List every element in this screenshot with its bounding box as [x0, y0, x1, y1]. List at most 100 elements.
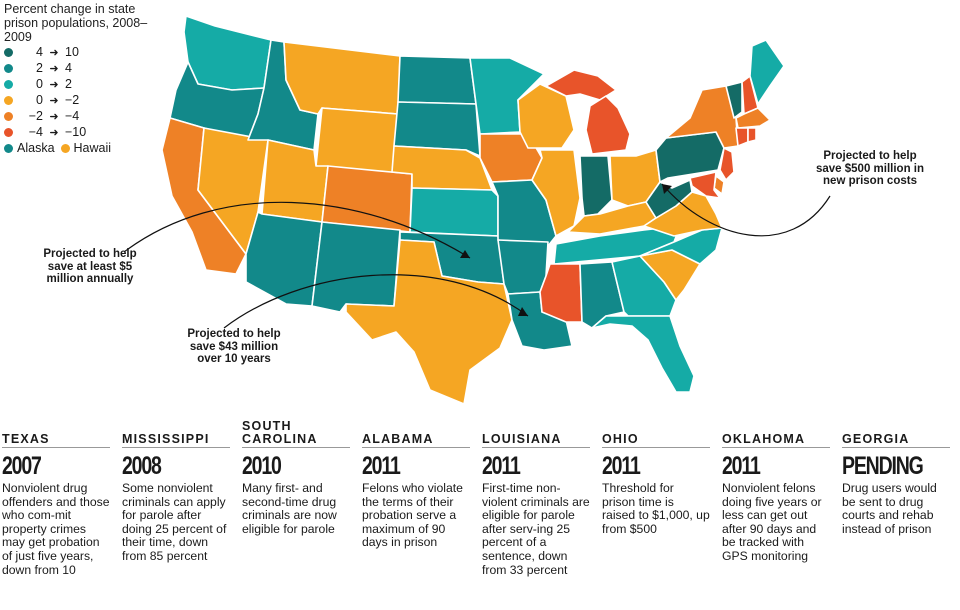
state-illinois	[531, 149, 581, 237]
policy-south-carolina: SOUTH CAROLINA 2010 Many first- and seco…	[242, 420, 350, 536]
policy-texas: TEXAS 2007 Nonviolent drug offenders and…	[2, 420, 110, 577]
northeast-callout-arrow	[661, 183, 831, 237]
arrow-right-icon: ➜	[49, 126, 59, 139]
legend-row: −2 ➜ −4	[4, 108, 154, 124]
legend-range-end: 10	[65, 45, 79, 59]
state-north-carolina	[639, 227, 723, 265]
state-maryland	[689, 171, 721, 199]
state-kansas	[409, 187, 499, 237]
state-vermont	[725, 81, 743, 119]
state-kentucky	[567, 201, 657, 235]
state-washington	[183, 15, 272, 91]
policy-louisiana: LOUISIANA 2011 First-time non-violent cr…	[482, 420, 590, 577]
hawaii-label: Hawaii	[73, 141, 112, 155]
state-mississippi	[539, 263, 583, 323]
legend-swatch	[4, 95, 13, 105]
arrow-right-icon: ➜	[49, 78, 59, 91]
state-michigan-upper	[545, 69, 617, 101]
policy-description: Many first- and second-time drug crimina…	[242, 481, 337, 536]
alaska-swatch	[4, 143, 13, 153]
policy-year: 2011	[722, 452, 761, 480]
northeast-arrowhead	[662, 184, 672, 194]
state-wisconsin	[517, 83, 575, 149]
policy-description: Felons who violate the terms of their pr…	[362, 481, 463, 550]
policy-description: Some nonviolent criminals can apply for …	[122, 481, 227, 563]
policy-year: 2007	[2, 452, 42, 480]
alaska-label: Alaska	[17, 141, 55, 155]
legend-row: 0 ➜ 2	[4, 76, 154, 92]
hawaii-swatch	[60, 143, 70, 153]
policy-alabama: ALABAMA 2011 Felons who violate the term…	[362, 420, 470, 550]
state-north-dakota	[397, 55, 477, 105]
state-new-mexico	[311, 221, 401, 313]
policy-state-name: SOUTH CAROLINA	[242, 420, 350, 448]
state-arkansas	[497, 239, 549, 295]
state-montana	[283, 41, 401, 115]
policy-georgia: GEORGIA PENDING Drug users would be sent…	[842, 420, 950, 536]
policy-timeline: TEXAS 2007 Nonviolent drug offenders and…	[0, 420, 960, 610]
legend-range-start: 0	[36, 93, 43, 107]
policy-year: 2011	[602, 452, 641, 480]
policy-year: 2011	[482, 452, 521, 480]
legend-row: 4 ➜ 10	[4, 44, 154, 60]
policy-ohio: OHIO 2011 Threshold for prison time is r…	[602, 420, 710, 536]
policy-year: 2011	[362, 452, 401, 480]
legend-swatch	[4, 63, 13, 73]
policy-mississippi: MISSISSIPPI 2008 Some nonviolent crimina…	[122, 420, 230, 564]
legend-alaska-hawaii: Alaska Hawaii	[4, 141, 154, 155]
legend-row: 2 ➜ 4	[4, 60, 154, 76]
policy-state-name: TEXAS	[2, 420, 110, 448]
policy-state-name: LOUISIANA	[482, 420, 590, 448]
policy-description: Nonviolent felons doing five years or le…	[722, 481, 822, 563]
state-indiana	[579, 155, 613, 217]
legend-range-start: −4	[28, 125, 43, 139]
policy-year: PENDING	[842, 452, 924, 480]
policy-state-name: OKLAHOMA	[722, 420, 830, 448]
policy-description: Threshold for prison time is raised to $…	[602, 481, 710, 536]
state-maine	[749, 39, 785, 105]
policy-year: 2010	[242, 452, 282, 480]
legend-range-end: −10	[65, 125, 87, 139]
louisiana-callout-arrow	[223, 274, 529, 329]
policy-oklahoma: OKLAHOMA 2011 Nonviolent felons doing fi…	[722, 420, 830, 564]
policy-year: 2008	[122, 452, 162, 480]
legend-range-end: −4	[65, 109, 80, 123]
texas-savings-callout: Projected to help save at least $5 milli…	[43, 248, 137, 285]
legend-title: Percent change in state prison populatio…	[4, 2, 148, 44]
arrow-right-icon: ➜	[49, 94, 59, 107]
policy-description: Drug users would be sent to drug courts …	[842, 481, 937, 536]
state-florida	[591, 315, 695, 393]
louisiana-savings-callout: Projected to help save $43 million over …	[187, 328, 281, 365]
arrow-right-icon: ➜	[49, 46, 59, 59]
policy-state-name: GEORGIA	[842, 420, 950, 448]
state-arizona	[245, 211, 323, 307]
us-choropleth-map	[123, 15, 831, 405]
state-rhode-island	[747, 127, 757, 143]
state-texas	[345, 239, 513, 405]
policy-state-name: ALABAMA	[362, 420, 470, 448]
legend-range-start: 4	[36, 45, 43, 59]
legend-range-start: 2	[36, 61, 43, 75]
legend-range-end: 2	[65, 77, 72, 91]
legend-range-end: −2	[65, 93, 80, 107]
policy-description: First-time non-violent criminals are eli…	[482, 481, 590, 577]
state-connecticut	[735, 127, 749, 147]
policy-description: Nonviolent drug offenders and those who …	[2, 481, 110, 577]
legend-swatch	[4, 127, 13, 137]
legend-range-end: 4	[65, 61, 72, 75]
legend-row: −4 ➜ −10	[4, 124, 154, 140]
northeast-savings-callout: Projected to help save $500 million in n…	[815, 150, 925, 187]
state-michigan	[585, 95, 631, 155]
louisiana-arrowhead	[518, 307, 528, 316]
legend-swatch	[4, 79, 13, 89]
texas-arrowhead	[460, 250, 470, 258]
arrow-right-icon: ➜	[49, 62, 59, 75]
map-legend: Percent change in state prison populatio…	[4, 2, 154, 155]
state-new-jersey	[719, 147, 735, 181]
texas-callout-arrow	[123, 201, 471, 259]
policy-state-name: MISSISSIPPI	[122, 420, 230, 448]
legend-range-start: −2	[28, 109, 43, 123]
state-south-dakota	[393, 101, 481, 157]
arrow-right-icon: ➜	[49, 110, 59, 123]
legend-row: 0 ➜ −2	[4, 92, 154, 108]
